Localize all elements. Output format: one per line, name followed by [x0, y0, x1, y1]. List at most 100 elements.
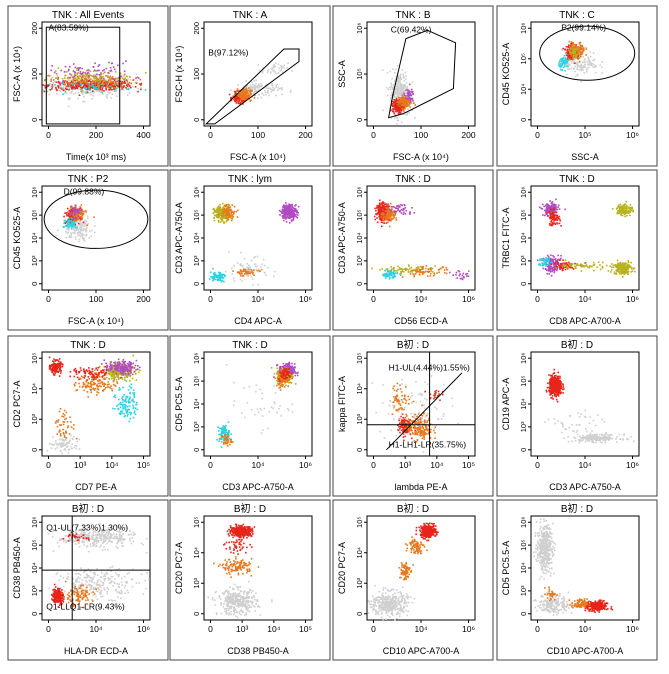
event-dot [562, 65, 564, 67]
event-dot [405, 268, 407, 270]
event-dot [86, 83, 88, 85]
event-dot [401, 110, 403, 112]
event-dot [268, 95, 270, 97]
event-dot [78, 223, 80, 225]
event-dot [382, 219, 384, 221]
event-dot [408, 105, 410, 107]
event-dot [267, 267, 269, 269]
event-dot [573, 48, 575, 50]
event-dot [68, 211, 70, 213]
event-dot [64, 220, 66, 222]
event-dot [68, 106, 70, 108]
event-dot [403, 108, 405, 110]
event-dot [402, 85, 404, 87]
event-dot [398, 92, 400, 94]
event-dot [401, 108, 403, 110]
event-dot [63, 226, 65, 228]
x-tick-label: 10⁵ [579, 130, 592, 140]
event-dot [71, 74, 73, 76]
event-dot [279, 210, 281, 212]
event-dot [393, 269, 395, 271]
event-dot [405, 89, 407, 91]
event-dot [90, 94, 92, 96]
event-dot [400, 86, 402, 88]
event-dot [87, 224, 89, 226]
event-dot [382, 69, 384, 71]
event-dot [76, 87, 78, 89]
event-dot [573, 61, 575, 63]
event-dot [54, 84, 56, 86]
event-dot [88, 75, 90, 77]
event-dot [87, 79, 89, 81]
event-dot [395, 111, 397, 113]
event-dot [73, 218, 75, 220]
event-dot [391, 218, 393, 220]
event-dot [57, 77, 59, 79]
event-dot [68, 89, 70, 91]
event-dot [255, 266, 257, 268]
event-dot [562, 50, 564, 52]
event-dot [79, 239, 81, 241]
event-dot [256, 266, 258, 268]
event-dot [259, 85, 261, 87]
event-dot [539, 207, 541, 209]
event-dot [86, 227, 88, 229]
panel-title: TNK : lym [228, 174, 272, 185]
event-dot [213, 208, 215, 210]
plot-area [204, 186, 312, 290]
event-dot [391, 206, 393, 208]
event-dot [386, 273, 388, 275]
event-dot [261, 264, 263, 266]
event-dot [230, 209, 232, 211]
event-dot [228, 205, 230, 207]
y-tick-label: 0 [192, 282, 201, 286]
event-dot [392, 87, 394, 89]
y-axis-label: SSC-A [337, 60, 347, 88]
event-dot [76, 79, 78, 81]
event-dot [397, 119, 399, 121]
event-dot [386, 222, 388, 224]
event-dot [251, 90, 253, 92]
event-dot [585, 54, 587, 56]
event-dot [85, 220, 87, 222]
event-dot [80, 224, 82, 226]
event-dot [405, 114, 407, 116]
event-dot [395, 103, 397, 105]
event-dot [238, 98, 240, 100]
event-dot [125, 77, 127, 79]
event-dot [466, 275, 468, 277]
event-dot [100, 86, 102, 88]
event-dot [228, 214, 230, 216]
event-dot [106, 68, 108, 70]
event-dot [131, 83, 133, 85]
event-dot [274, 66, 276, 68]
event-dot [137, 79, 139, 81]
plot-area: P2(99.14%) [531, 22, 639, 126]
event-dot [224, 209, 226, 211]
event-dot [396, 108, 398, 110]
event-dot [452, 274, 454, 276]
event-dot [132, 86, 134, 88]
event-dot [275, 95, 277, 97]
event-dot [96, 76, 98, 78]
event-dot [44, 91, 46, 93]
event-dot [64, 222, 66, 224]
event-dot [74, 214, 76, 216]
event-dot [383, 207, 385, 209]
event-dot [210, 276, 212, 278]
event-dot [399, 76, 401, 78]
event-dot [286, 205, 288, 207]
event-dot [389, 217, 391, 219]
event-dot [284, 213, 286, 215]
event-dot [296, 216, 298, 218]
event-dot [589, 51, 591, 53]
event-dot [82, 101, 84, 103]
event-dot [232, 270, 234, 272]
event-dot [117, 78, 119, 80]
event-dot [571, 62, 573, 64]
event-dot [70, 237, 72, 239]
event-dot [75, 205, 77, 207]
event-dot [220, 277, 222, 279]
event-dot [256, 86, 258, 88]
event-dot [110, 70, 112, 72]
